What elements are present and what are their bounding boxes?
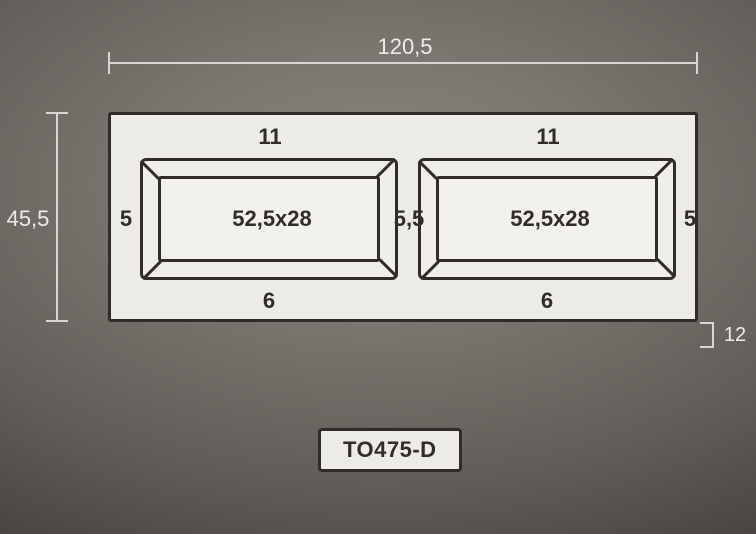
label-top-gap-right: 11	[528, 124, 568, 150]
dim-left-tick-t	[46, 112, 68, 114]
dim-left-value: 45,5	[2, 206, 54, 232]
model-number: TO475-D	[318, 428, 462, 472]
label-pocket-size-r: 52,5x28	[490, 206, 610, 232]
dim-top-tick-l	[108, 52, 110, 74]
dim-depth-value: 12	[718, 324, 752, 347]
label-center-gap: 5,5	[390, 206, 428, 232]
dim-left-tick-b	[46, 320, 68, 322]
dim-left-line	[56, 112, 58, 322]
depth-bracket-side	[712, 322, 714, 348]
label-side-gap-right: 5	[678, 206, 702, 232]
dim-top-tick-r	[696, 52, 698, 74]
diagram-stage: 120,5 45,5 11 11 5 5 5,5 52,5x28 52,5x28…	[0, 0, 756, 534]
label-pocket-size-l: 52,5x28	[212, 206, 332, 232]
label-side-gap-left: 5	[114, 206, 138, 232]
dim-top-line	[108, 62, 698, 64]
label-bottom-gap-r: 6	[534, 288, 560, 314]
label-bottom-gap-l: 6	[256, 288, 282, 314]
label-top-gap-left: 11	[250, 124, 290, 150]
depth-bracket-bot	[700, 346, 714, 348]
dim-top-value: 120,5	[360, 34, 450, 60]
